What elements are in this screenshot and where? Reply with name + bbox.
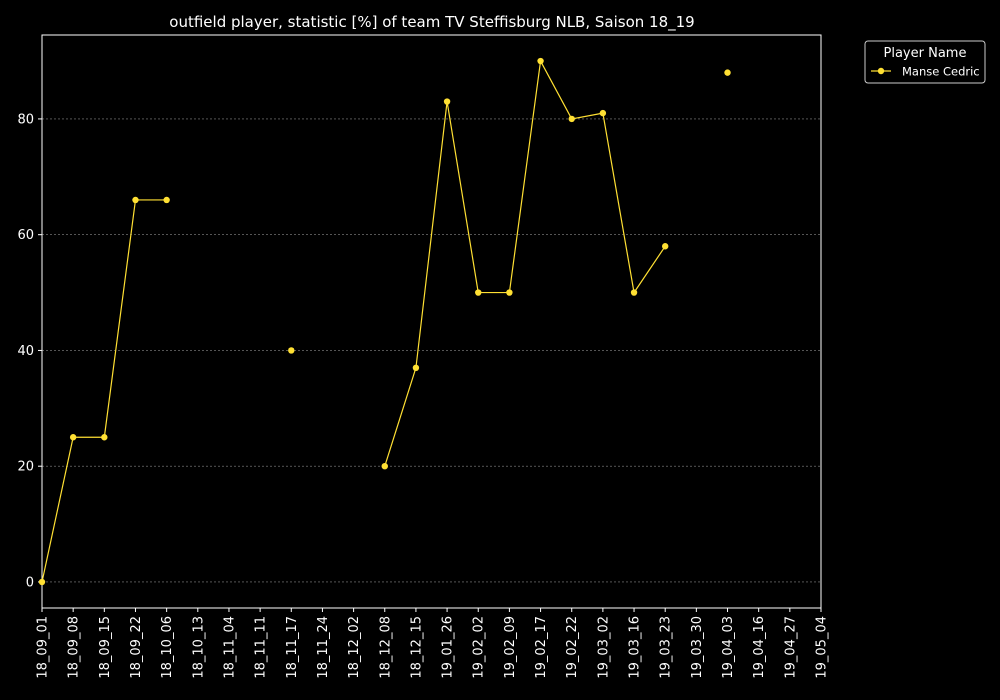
y-tick-label: 20 <box>17 460 34 475</box>
x-tick-label: 19_02_02 <box>472 616 487 679</box>
data-point <box>568 115 575 123</box>
x-tick-label: 18_10_06 <box>160 616 175 679</box>
grid-layer <box>42 118 821 583</box>
data-point <box>288 347 295 354</box>
data-point <box>381 462 388 470</box>
x-tick-label: 18_09_08 <box>67 616 82 679</box>
x-tick-label: 19_03_02 <box>596 616 611 679</box>
x-tick-label: 19_03_23 <box>659 616 674 679</box>
legend-marker-swatch <box>877 67 885 75</box>
x-tick-label: 18_12_02 <box>347 616 362 679</box>
x-tick-label: 18_11_11 <box>254 616 269 679</box>
x-tick-label: 19_01_26 <box>441 616 456 679</box>
x-tick-label: 18_11_24 <box>316 616 331 679</box>
data-point <box>132 196 139 204</box>
data-point <box>599 109 607 117</box>
x-tick-label: 18_12_08 <box>378 616 393 679</box>
x-tick-label: 19_03_16 <box>628 616 643 679</box>
data-point <box>506 289 513 296</box>
series-line-segment <box>384 59 666 467</box>
x-tick-label: 19_03_30 <box>690 616 705 679</box>
y-tick-label: 40 <box>17 344 34 359</box>
x-tick-label: 19_04_27 <box>783 616 798 679</box>
x-tick-label: 18_10_13 <box>191 616 206 679</box>
x-tick-label: 18_11_17 <box>285 616 300 679</box>
x-tick-label: 19_05_04 <box>815 616 830 679</box>
data-point <box>69 434 77 441</box>
data-point <box>412 364 420 372</box>
data-point <box>163 196 170 204</box>
data-point <box>724 69 731 76</box>
data-point <box>101 434 108 441</box>
plot-frame <box>41 34 822 609</box>
chart-title: outfield player, statistic [%] of team T… <box>169 13 694 32</box>
x-tick-label: 19_02_22 <box>565 616 580 679</box>
x-tick-label: 19_04_16 <box>752 616 767 679</box>
y-tick-label: 0 <box>26 575 34 590</box>
data-point <box>662 243 669 250</box>
data-point <box>443 98 451 105</box>
legend-box <box>864 40 986 84</box>
x-tick-label: 19_02_09 <box>503 616 518 679</box>
x-tick-label: 18_09_15 <box>98 616 113 679</box>
x-tick-label: 18_11_04 <box>222 616 237 679</box>
x-tick-label: 19_02_17 <box>534 616 549 679</box>
x-tick-label: 19_04_03 <box>721 616 736 679</box>
y-tick-label: 80 <box>17 112 34 127</box>
series-line-segment <box>41 199 167 583</box>
axis-layer: 0 20 40 60 80 18_09_01 18_09_08 18_09_15 18_09_2… <box>17 34 830 679</box>
data-point <box>38 578 46 586</box>
legend: Player Name Manse Cedric <box>864 40 986 84</box>
legend-series-name: Manse Cedric <box>902 65 980 79</box>
x-tick-label: 18_09_01 <box>36 616 51 679</box>
data-point <box>537 57 544 65</box>
legend-title: Player Name <box>884 46 967 61</box>
data-point <box>630 289 638 296</box>
series-layer <box>38 57 731 586</box>
y-tick-label: 60 <box>17 228 34 243</box>
data-point <box>475 289 482 296</box>
x-tick-label: 18_09_22 <box>129 616 144 679</box>
x-tick-label: 18_12_15 <box>409 616 424 679</box>
